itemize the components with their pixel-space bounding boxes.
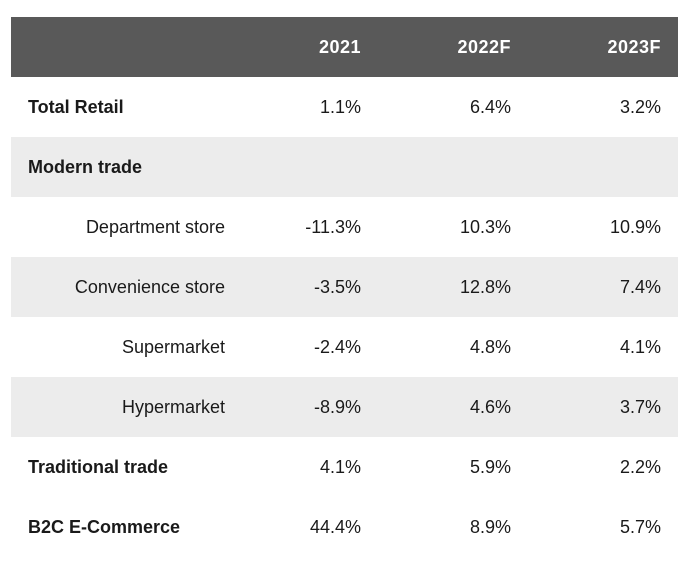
cell-2022f: 12.8% [459,276,511,297]
table-row: Hypermarket -8.9% 4.6% 3.7% [11,377,678,437]
row-label: Department store [85,216,225,237]
table-row: B2C E-Commerce 44.4% 8.9% 5.7% [11,497,678,557]
cell-2022f: 5.9% [469,456,511,477]
cell-2023f: 2.2% [619,456,661,477]
cell-2022f: 6.4% [469,96,511,117]
header-cell-2021: 2021 [318,36,361,57]
cell-2021: -8.9% [313,396,361,417]
cell-2022f: 10.3% [459,216,511,237]
cell-2022f: 4.8% [469,336,511,357]
cell-2021: 1.1% [319,96,361,117]
row-label: Modern trade [28,156,143,177]
header-cell-2022f: 2022F [457,36,511,57]
cell-2023f: 4.1% [619,336,661,357]
row-label: Traditional trade [28,456,169,477]
retail-growth-table: 2021 2022F 2023F Total Retail 1.1% 6.4% … [11,17,678,557]
cell-2021: 4.1% [319,456,361,477]
table-row: Department store -11.3% 10.3% 10.9% [11,197,678,257]
cell-2021: -3.5% [313,276,361,297]
row-label: Convenience store [74,276,225,297]
table-row: Total Retail 1.1% 6.4% 3.2% [11,77,678,137]
table-row: Traditional trade 4.1% 5.9% 2.2% [11,437,678,497]
cell-2022f: 8.9% [469,516,511,537]
cell-2021: 44.4% [309,516,361,537]
header-cell-2023f: 2023F [607,36,661,57]
row-label: Total Retail [28,96,124,117]
table-row: Convenience store -3.5% 12.8% 7.4% [11,257,678,317]
row-label: B2C E-Commerce [28,516,181,537]
table-row: Modern trade [11,137,678,197]
row-label: Hypermarket [121,396,225,417]
table-header-row: 2021 2022F 2023F [11,17,678,77]
table-row: Supermarket -2.4% 4.8% 4.1% [11,317,678,377]
cell-2023f: 5.7% [619,516,661,537]
cell-2021: -2.4% [313,336,361,357]
cell-2023f: 7.4% [619,276,661,297]
cell-2021: -11.3% [305,216,361,237]
cell-2023f: 3.7% [619,396,661,417]
cell-2023f: 10.9% [609,216,661,237]
cell-2023f: 3.2% [619,96,661,117]
row-label: Supermarket [121,336,225,357]
cell-2022f: 4.6% [469,396,511,417]
